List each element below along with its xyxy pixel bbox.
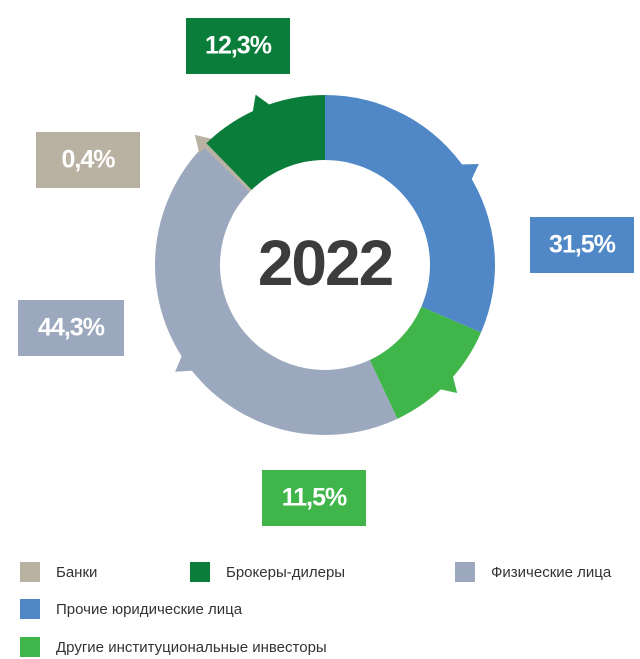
legend-swatch <box>455 562 475 582</box>
donut-segment <box>155 146 398 435</box>
label-box <box>36 132 140 188</box>
legend-swatch <box>20 599 40 619</box>
donut-segment <box>203 143 252 192</box>
callout-pointer <box>438 374 458 394</box>
donut-segment <box>369 306 482 419</box>
callout-pointer <box>252 94 272 114</box>
legend-label: Другие институциональные инвесторы <box>56 639 327 656</box>
value-label: 0,4% <box>62 146 116 174</box>
value-label: 44,3% <box>38 314 105 342</box>
value-label: 12,3% <box>205 32 272 60</box>
center-label: 2022 <box>258 227 393 299</box>
legend-label: Брокеры-дилеры <box>226 564 345 581</box>
label-box <box>530 217 634 273</box>
callout-pointer <box>459 163 479 182</box>
legend-swatch <box>20 637 40 657</box>
legend-label: Банки <box>56 564 97 581</box>
legend-label: Прочие юридические лица <box>56 601 243 618</box>
legend-label: Физические лица <box>491 564 612 581</box>
legend-swatch <box>190 562 210 582</box>
donut-segment <box>325 95 495 333</box>
label-box <box>186 18 290 74</box>
legend-swatch <box>20 562 40 582</box>
value-label: 11,5% <box>282 484 347 512</box>
label-box <box>18 300 124 356</box>
value-label: 31,5% <box>549 231 616 259</box>
donut <box>155 94 495 435</box>
callout-pointer <box>175 354 195 372</box>
callout-pointer <box>194 134 214 154</box>
label-box <box>262 470 366 526</box>
donut-segment <box>206 95 325 190</box>
